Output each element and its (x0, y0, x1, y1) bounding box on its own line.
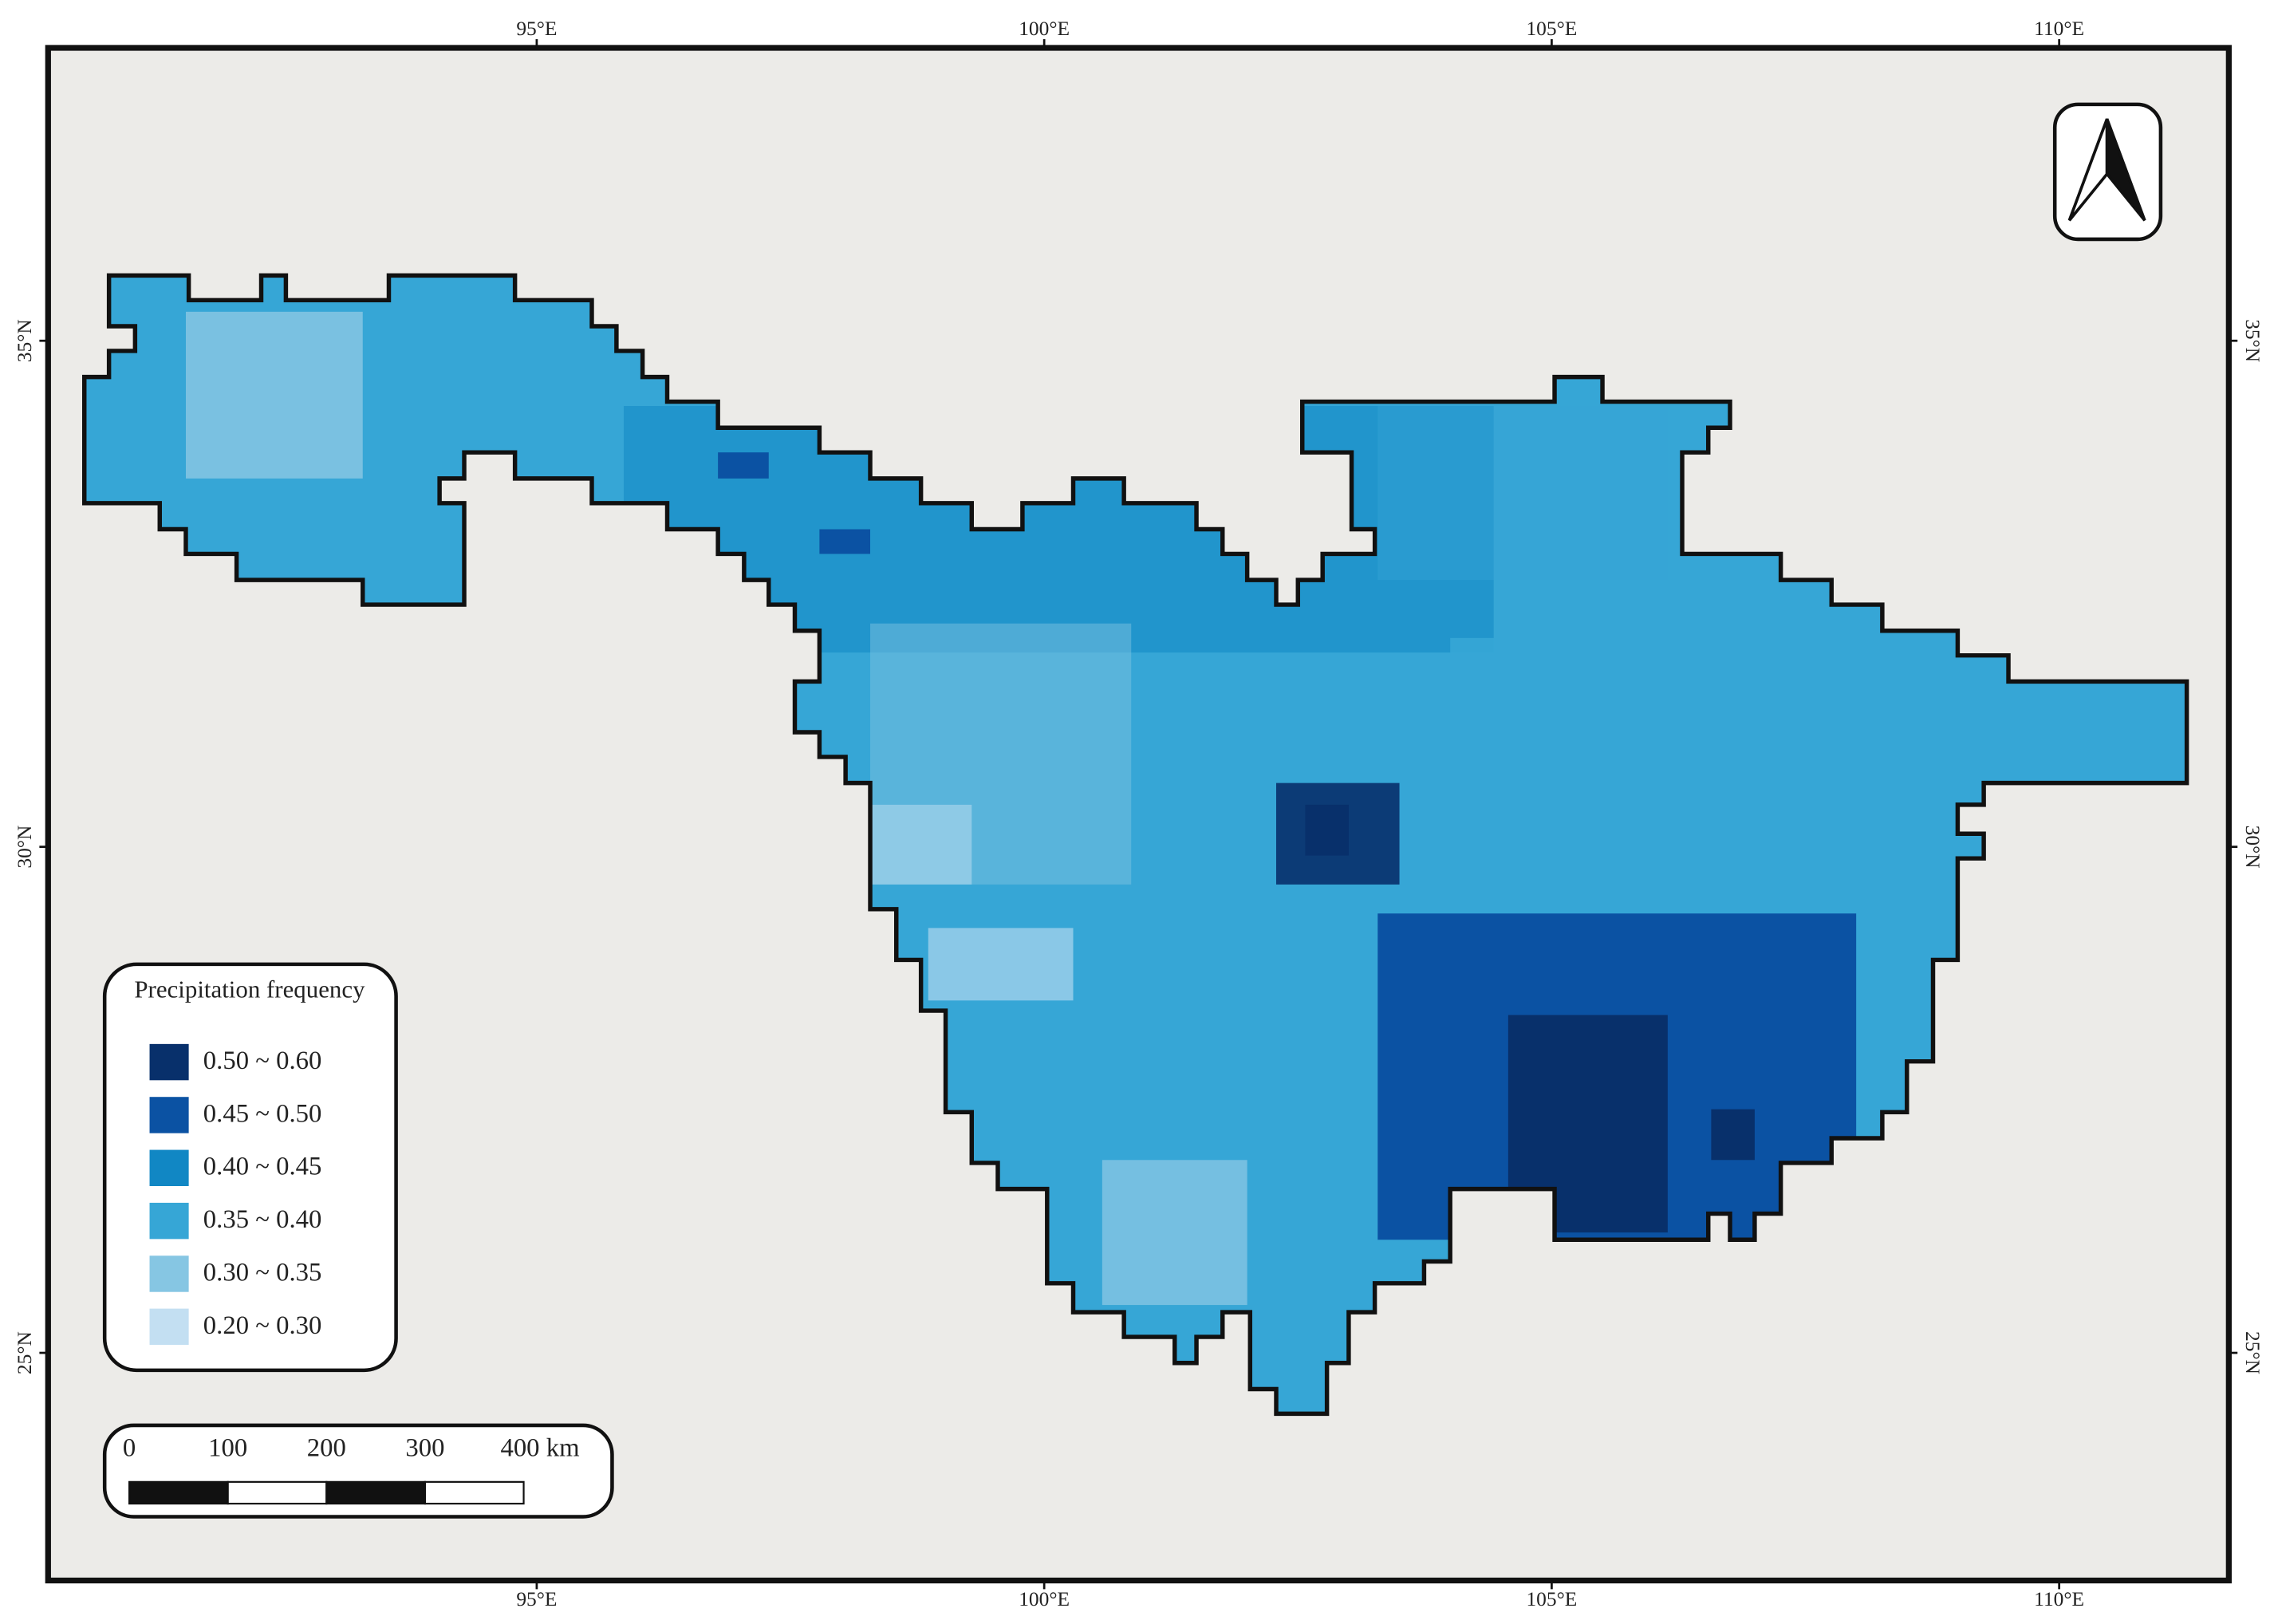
scale-bar-label: 0 (123, 1433, 136, 1462)
legend: Precipitation frequency 0.50 ~ 0.60 0.45 … (102, 962, 398, 1373)
scale-bar-segment (128, 1480, 229, 1505)
legend-label: 0.45 ~ 0.50 (203, 1099, 322, 1128)
legend-swatch (149, 1202, 189, 1240)
lat-tick-label: 30°N (2241, 826, 2264, 869)
north-arrow (2052, 102, 2163, 242)
scale-bar-segment (325, 1480, 427, 1505)
scale-bar-label: 100 (208, 1433, 247, 1462)
basin-class-area (1450, 637, 1712, 827)
basin-class-area (185, 311, 363, 479)
legend-label: 0.35 ~ 0.40 (203, 1205, 322, 1234)
scale-bar-segment (424, 1480, 525, 1505)
scale-bar-segment (227, 1480, 328, 1505)
basin-class-area (1305, 804, 1349, 856)
basin-class-area (928, 928, 1074, 1001)
lat-tick-label: 25°N (2241, 1331, 2264, 1374)
legend-label: 0.50 ~ 0.60 (203, 1047, 322, 1075)
legend-title: Precipitation frequency (134, 976, 365, 1003)
lon-tick-label: 95°E (516, 1587, 557, 1610)
map-frame (45, 45, 2232, 1584)
legend-swatch (149, 1043, 189, 1081)
basin-class-area (1711, 1109, 1755, 1161)
lon-tick-label: 95°E (516, 17, 557, 40)
lat-tick-label: 30°N (13, 826, 36, 869)
scale-bar-label: 400 km (500, 1433, 579, 1462)
lat-tick-label: 25°N (13, 1331, 36, 1374)
basin-class-area (819, 529, 871, 554)
legend-label: 0.30 ~ 0.35 (203, 1258, 322, 1287)
legend-swatch (149, 1308, 189, 1346)
lat-tick-label: 35°N (13, 319, 36, 362)
basin-outline (82, 273, 2189, 1417)
legend-swatch (149, 1255, 189, 1292)
basin-class-area (870, 804, 972, 885)
scale-bar-label: 300 (405, 1433, 444, 1462)
scale-bar: 0 100 200 300 400 km (102, 1423, 614, 1519)
legend-label: 0.40 ~ 0.45 (203, 1153, 322, 1181)
legend-title-box: Precipitation frequency (134, 976, 365, 1003)
lat-tick-label: 35°N (2241, 319, 2264, 362)
basin-class-area (1102, 1160, 1247, 1306)
legend-swatch (149, 1097, 189, 1133)
lon-tick-label: 110°E (2034, 17, 2084, 40)
lon-tick-label: 110°E (2034, 1587, 2084, 1610)
legend-swatch (149, 1149, 189, 1187)
lon-tick-label: 100°E (1019, 1587, 1070, 1610)
basin-class-area (718, 452, 769, 479)
basin-class-area (1377, 406, 1668, 581)
lon-tick-label: 105°E (1526, 17, 1577, 40)
lon-tick-label: 100°E (1019, 17, 1070, 40)
lon-tick-label: 105°E (1526, 1587, 1577, 1610)
legend-label: 0.20 ~ 0.30 (203, 1311, 322, 1340)
scale-bar-label: 200 (307, 1433, 346, 1462)
